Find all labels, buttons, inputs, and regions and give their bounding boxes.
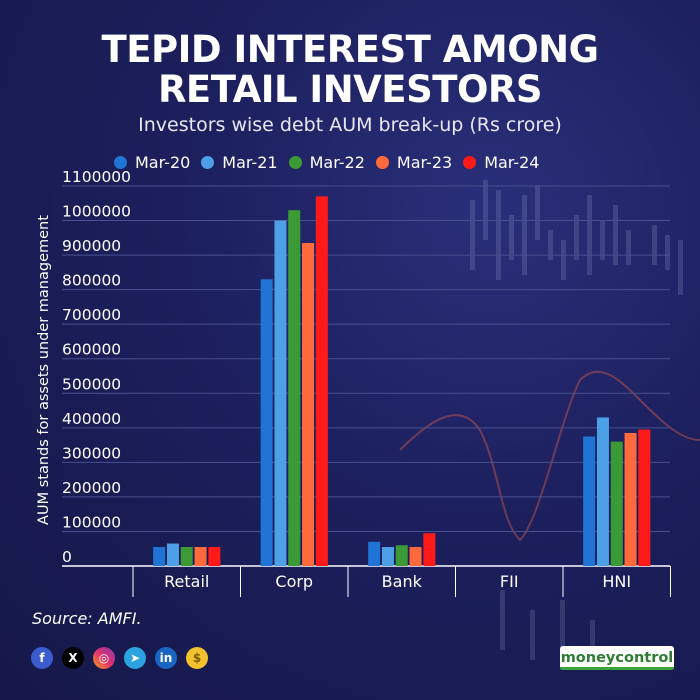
bar-corp-mar-20 [260,279,273,566]
chart-subtitle: Investors wise debt AUM break-up (Rs cro… [138,114,562,136]
bar-hni-mar-21 [596,417,609,566]
bar-retail-mar-22 [180,547,193,566]
bar-hni-mar-24 [638,429,651,566]
legend: Mar-20 Mar-21 Mar-22 Mar-23 Mar-24 [114,151,550,173]
y-tick-label-300000: 300000 [62,444,121,462]
legend-swatch-mar-23 [375,155,389,169]
chart-title-line-1: TEPID INTEREST AMONG [101,28,599,71]
legend-swatch-mar-20 [114,155,127,169]
y-tick-label-800000: 800000 [62,272,121,290]
legend-item-mar-20: Mar-20 [114,153,190,172]
x-tick-label-retail: Retail [164,572,209,591]
telegram-icon[interactable]: ➤ [124,647,146,669]
legend-label-mar-23: Mar-23 [396,152,453,172]
legend-swatch-mar-24 [463,155,477,169]
bar-bank-mar-21 [381,547,394,566]
legend-item-mar-22: Mar-22 [288,152,365,172]
y-tick-label-400000: 400000 [62,410,121,428]
y-tick-label-1000000: 1000000 [62,203,131,221]
x-tick-label-bank: Bank [382,572,423,591]
bar-corp-mar-21 [274,220,287,566]
bar-corp-mar-24 [315,196,328,566]
y-tick-label-100000: 100000 [62,513,121,531]
moneycontrol-logo[interactable]: moneycontrol [560,646,674,670]
instagram-icon[interactable]: ◎ [93,647,115,669]
legend-label-mar-20: Mar-20 [135,152,191,172]
bar-bank-mar-22 [395,545,408,566]
x-tick-label-hni: HNI [602,572,631,591]
brand-underline [560,667,674,670]
bar-hni-mar-20 [583,436,596,566]
bar-retail-mar-24 [208,547,221,566]
legend-item-mar-24: Mar-24 [463,153,539,172]
legend-swatch-mar-21 [201,155,215,169]
bar-retail-mar-20 [153,547,166,566]
facebook-icon[interactable]: f [31,647,53,669]
y-tick-label-200000: 200000 [62,479,121,497]
bar-hni-mar-23 [624,433,637,566]
chart-title-line-2: RETAIL INVESTORS [157,68,543,111]
x-icon[interactable]: X [62,647,84,669]
y-tick-label-0: 0 [62,548,72,566]
y-tick-label-600000: 600000 [62,341,121,359]
moneycontrol-coin-icon[interactable]: $ [186,647,208,669]
legend-swatch-mar-22 [288,155,302,169]
bar-bank-mar-20 [368,541,381,566]
x-tick-label-corp: Corp [275,572,313,591]
legend-label-mar-24: Mar-24 [484,152,540,172]
y-tick-label-1100000: 1100000 [62,168,131,186]
brand-text: moneycontrol [560,650,674,666]
legend-item-mar-23: Mar-23 [375,152,453,172]
bar-retail-mar-23 [194,547,207,566]
bar-retail-mar-21 [166,543,179,566]
bar-bank-mar-24 [423,533,436,566]
legend-item-mar-21: Mar-21 [201,152,278,172]
bar-corp-mar-22 [288,210,301,566]
source-note: Source: AMFI. [32,609,142,628]
bar-bank-mar-23 [409,547,422,566]
x-tick-label-fii: FII [500,572,519,591]
y-tick-label-500000: 500000 [62,375,121,393]
bar-hni-mar-22 [610,441,623,566]
linkedin-icon[interactable]: in [155,647,177,669]
bar-corp-mar-23 [302,243,315,566]
legend-label-mar-21: Mar-21 [222,152,278,172]
social-links: f X ◎ ➤ in $ [31,647,217,669]
legend-label-mar-22: Mar-22 [309,152,365,172]
y-tick-label-900000: 900000 [62,237,121,255]
y-tick-label-700000: 700000 [62,306,121,324]
